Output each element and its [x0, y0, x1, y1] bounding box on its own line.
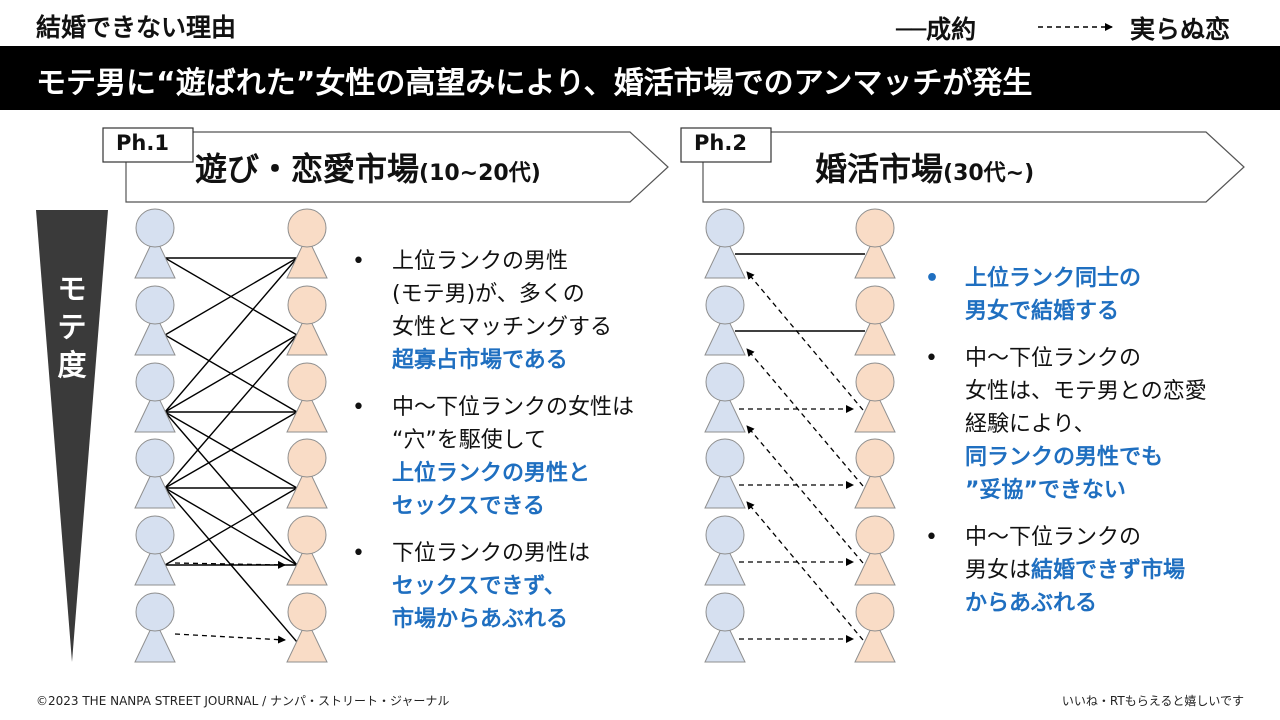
phase2-tag-box: [680, 127, 772, 163]
female-icon: [286, 438, 328, 509]
female-icon: [854, 592, 896, 663]
male-icon: [704, 438, 746, 509]
phase1-tag-box: [102, 127, 194, 163]
male-icon: [704, 515, 746, 586]
phase2-links: [735, 253, 865, 643]
phase1-match-line: [164, 257, 298, 336]
phase1-match-line: [164, 487, 298, 566]
female-icon: [854, 362, 896, 433]
phase1-links: [164, 257, 298, 644]
phase2-header-shape: [702, 131, 1245, 203]
phase2-unrequited-arrow: [746, 348, 864, 487]
male-icon: [134, 515, 176, 586]
phase1-header-shape: [125, 131, 669, 203]
phase1-title: 遊び・恋愛市場(10~20代): [195, 150, 541, 188]
male-icon: [134, 285, 176, 356]
male-icon: [704, 285, 746, 356]
footer-note: いいね・RTもらえると嬉しいです: [1061, 694, 1244, 708]
phase2-unrequited-arrow: [746, 501, 864, 641]
female-icon: [286, 362, 328, 433]
phase2-bullet-3: 中～下位ランクの 男女は結婚できず市場 からあぶれる: [925, 521, 1265, 620]
female-icon: [286, 515, 328, 586]
phase1-bullet-2: 中～下位ランクの女性は “穴”を駆使して 上位ランクの男性と セックスできる: [352, 391, 682, 523]
male-icon: [134, 208, 176, 279]
footer-copyright: ©2023 THE NANPA STREET JOURNAL / ナンパ・ストリ…: [36, 694, 450, 708]
phase1-unrequited-arrow: [174, 560, 286, 569]
phase1-bullet-1: 上位ランクの男性 (モテ男)が、多くの 女性とマッチングする 超寡占市場である: [352, 245, 682, 377]
phase1-match-line: [164, 334, 298, 489]
phase2-bullet-2: 中～下位ランクの 女性は、モテ男との恋愛 経験により、 同ランクの男性でも ”妥…: [925, 342, 1265, 507]
female-icon: [854, 208, 896, 279]
phase1-bullet-3: 下位ランクの男性は セックスできず、 市場からあぶれる: [352, 537, 682, 636]
phase1-match-line: [164, 334, 298, 413]
female-icon: [286, 592, 328, 663]
male-icon: [134, 438, 176, 509]
male-icon: [134, 362, 176, 433]
people-icons: [134, 208, 896, 663]
phase2-tag: Ph.2: [694, 131, 747, 155]
phase1-unrequited-arrow: [174, 633, 286, 644]
phase2-title: 婚活市場(30代~): [815, 150, 1035, 188]
female-icon: [854, 285, 896, 356]
phase2-unrequited-arrow: [746, 271, 864, 411]
phase1-bullets: 上位ランクの男性 (モテ男)が、多くの 女性とマッチングする 超寡占市場である …: [352, 245, 682, 636]
male-icon: [704, 592, 746, 663]
phase1-match-line: [164, 411, 298, 489]
male-icon: [134, 592, 176, 663]
phase2-bullets: 上位ランク同士の 男女で結婚する 中～下位ランクの 女性は、モテ男との恋愛 経験…: [925, 262, 1265, 620]
phase2-unrequited-arrow: [746, 425, 864, 564]
legend-solid-label: ──成約: [896, 15, 977, 44]
female-icon: [854, 438, 896, 509]
female-icon: [854, 515, 896, 586]
phase1-match-line: [164, 257, 298, 413]
legend-dashed-label: 実らぬ恋: [1130, 15, 1231, 44]
mote-scale-label: モテ度: [57, 272, 87, 382]
male-icon: [704, 362, 746, 433]
mote-scale-bar: [36, 210, 108, 662]
headline-text: モテ男に“遊ばれた”女性の高望みにより、婚活市場でのアンマッチが発生: [36, 66, 1033, 101]
female-icon: [286, 285, 328, 356]
phase1-tag: Ph.1: [116, 131, 169, 155]
male-icon: [704, 208, 746, 279]
phase2-bullet-1: 上位ランク同士の 男女で結婚する: [925, 262, 1265, 328]
female-icon: [286, 208, 328, 279]
page-title: 結婚できない理由: [36, 13, 237, 42]
headline-banner: [0, 46, 1280, 110]
